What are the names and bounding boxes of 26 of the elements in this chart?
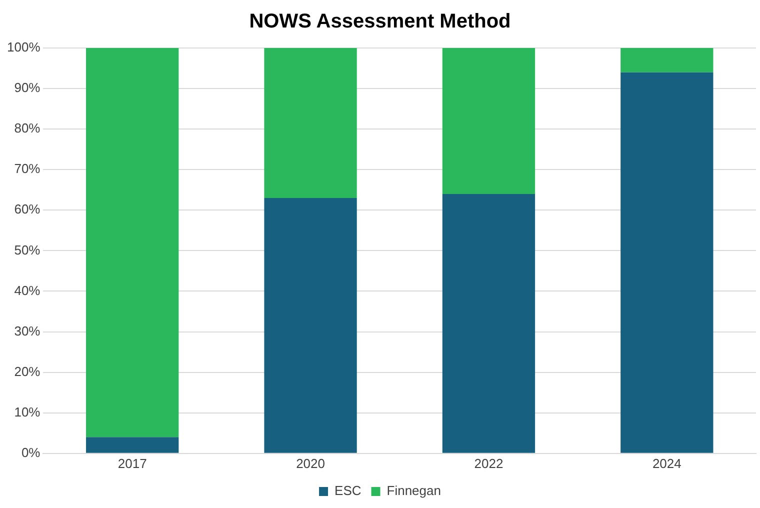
bar [264,48,357,198]
y-tick-label: 100% [7,40,41,55]
bar [620,72,714,453]
x-tick-label: 2022 [474,456,504,471]
x-tick-label: 2024 [652,456,682,471]
y-tick-label: 30% [14,323,41,338]
y-tick-label: 10% [14,404,41,420]
bar [264,198,357,453]
bar [620,48,714,72]
x-tick-label: 2017 [118,456,147,471]
legend-label: ESC [334,483,362,498]
x-tick-label: 2020 [296,456,325,471]
y-tick-label: 60% [14,202,41,217]
legend-label: Finnegan [386,483,441,498]
y-tick-label: 0% [21,444,41,460]
bar [86,437,179,453]
chart-title: NOWS Assessment Method [249,10,511,33]
bar [442,48,536,194]
y-tick-label: 50% [14,242,41,258]
y-tick-label: 90% [14,80,41,96]
y-tick-label: 20% [14,364,41,379]
bar [442,194,536,453]
y-tick-label: 40% [14,282,41,298]
bar [86,48,179,438]
y-tick-label: 70% [14,161,41,176]
y-tick-label: 80% [14,120,41,136]
